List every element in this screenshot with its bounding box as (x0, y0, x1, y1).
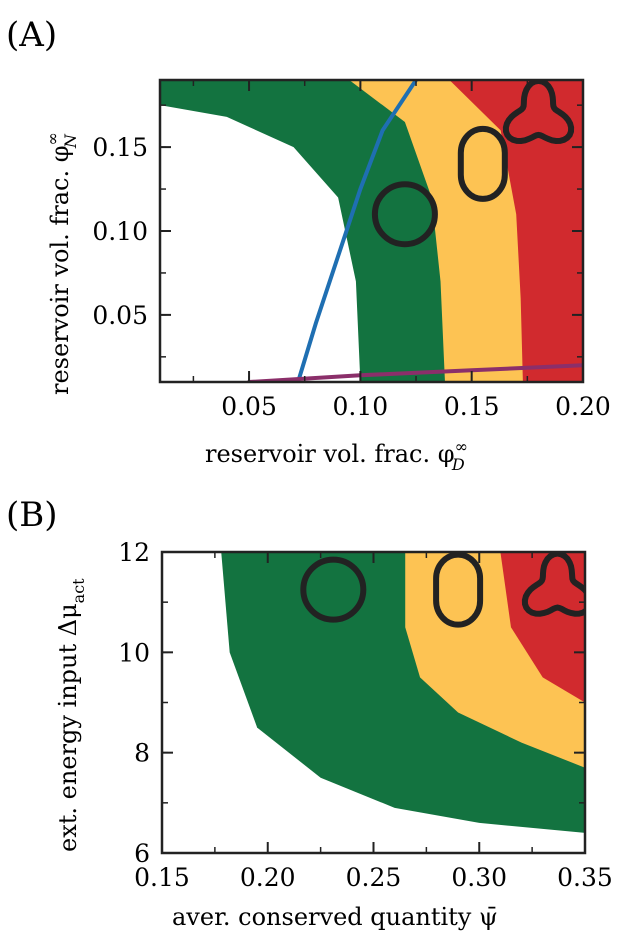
x-tick-label: 0.10 (333, 392, 389, 421)
x-tick-label: 0.20 (240, 863, 296, 892)
y-tick-label: 8 (134, 739, 150, 768)
circle-shape-icon (300, 556, 367, 623)
x-tick-label: 0.05 (221, 392, 277, 421)
y-tick-label: 0.15 (92, 133, 148, 162)
x-tick-label: 0.30 (451, 863, 507, 892)
oval-shape-icon (457, 125, 508, 202)
y-tick-label: 10 (118, 638, 150, 667)
panel-b-label: (B) (6, 495, 58, 535)
panel-a-xlabel: reservoir vol. frac. φ∞ D (205, 437, 468, 474)
panel-b-ylabel: ext. energy input Δμact (54, 578, 88, 852)
panel-a-ylabel: reservoir vol. frac. φ∞N (43, 132, 80, 395)
x-tick-label: 0.35 (557, 863, 613, 892)
panel-a-label: (A) (6, 15, 57, 55)
trefoil-shape-icon (521, 552, 585, 617)
panel-a-axes: 0.05 0.10 0.15 0.20 0.05 0.10 0.15 (92, 78, 611, 421)
panel-b-plot (162, 552, 585, 853)
y-tick-label: 6 (134, 839, 150, 868)
y-tick-label: 12 (118, 538, 150, 567)
red-region (500, 552, 585, 703)
trefoil-shape-icon (502, 80, 575, 145)
oval-shape-icon (433, 552, 484, 628)
blue-curve (296, 80, 419, 382)
x-tick-label: 0.15 (134, 863, 190, 892)
red-region (449, 80, 583, 382)
panel-a-plot (160, 80, 583, 382)
x-tick-label: 0.20 (555, 392, 611, 421)
circle-shape-icon (371, 181, 438, 248)
x-tick-label: 0.25 (346, 863, 402, 892)
panel-b-xlabel: aver. conserved quantity ψ̄ (172, 903, 498, 931)
y-tick-label: 0.10 (92, 217, 148, 246)
y-tick-label: 0.05 (92, 301, 148, 330)
x-tick-label: 0.15 (444, 392, 500, 421)
panel-b-axes: 0.15 0.20 0.25 0.30 0.35 6 8 10 12 (118, 538, 613, 892)
